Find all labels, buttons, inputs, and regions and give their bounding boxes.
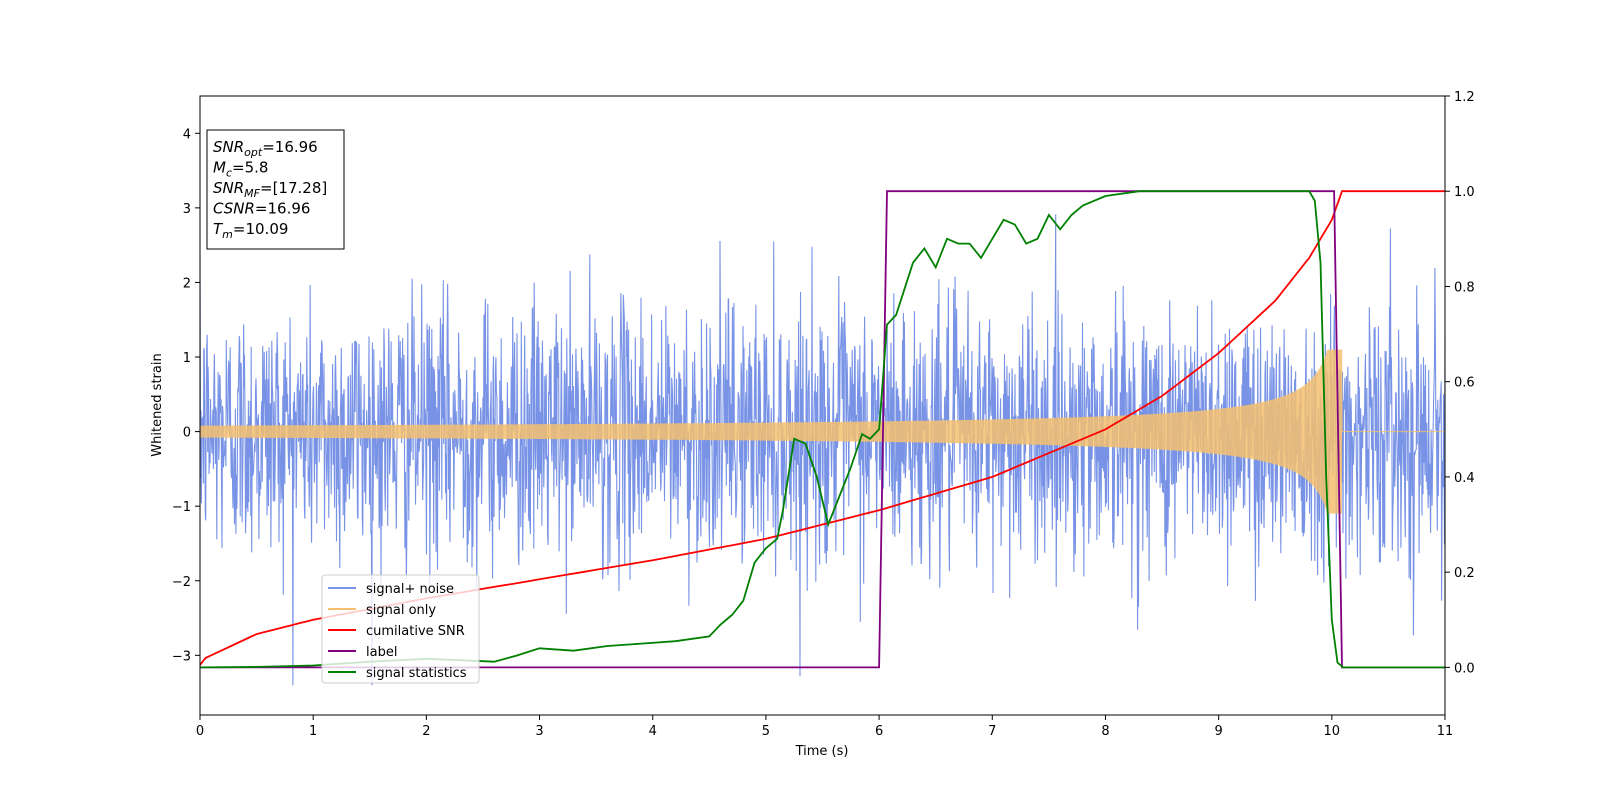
y-tick-label: 4	[183, 127, 191, 142]
x-axis: 0 1 2 3 4 5 6 7 8 9 10 11	[196, 715, 1453, 739]
x-tick-label: 3	[535, 724, 543, 739]
info-line: Mc=5.8	[213, 159, 268, 180]
series-cumulative-snr	[200, 190, 1445, 666]
legend-frame	[321, 574, 480, 684]
x-tick-label: 2	[422, 724, 430, 739]
x-tick-label: 0	[196, 724, 204, 739]
x-tick-label: 10	[1324, 724, 1341, 739]
legend-label: label	[366, 645, 397, 660]
x-tick-label: 11	[1437, 724, 1454, 739]
y-tick-label: −1	[172, 500, 191, 515]
x-tick-label: 9	[1214, 724, 1222, 739]
info-line: SNRMF=[17.28]	[213, 179, 327, 200]
plot-frame	[199, 95, 1446, 716]
legend-label: cumilative SNR	[366, 624, 465, 639]
x-tick-label: 6	[875, 724, 883, 739]
info-annotation-box: SNRopt=16.96Mc=5.8SNRMF=[17.28]CSNR=16.9…	[206, 129, 345, 250]
y2-tick-label: 0.4	[1454, 471, 1475, 486]
series-signal-statistics	[200, 190, 1445, 669]
y-tick-label: 1	[183, 351, 191, 366]
x-tick-label: 1	[309, 724, 317, 739]
plot-series-group	[200, 190, 1445, 686]
legend-label: signal statistics	[366, 666, 467, 681]
info-box-frame	[206, 129, 345, 250]
y-tick-label: −3	[172, 649, 191, 664]
y2-tick-label: 0.2	[1454, 566, 1475, 581]
y-tick-label: 3	[183, 202, 191, 217]
y-tick-label: −2	[172, 575, 191, 590]
x-axis-label: Time (s)	[795, 744, 849, 759]
y-axis-left: −3 −2 −1 0 1 2 3 4	[172, 127, 200, 664]
legend-label: signal+ noise	[366, 582, 454, 597]
y2-tick-label: 0.6	[1454, 376, 1475, 391]
info-line: CSNR=16.96	[213, 200, 310, 218]
y2-tick-label: 0.0	[1454, 661, 1475, 676]
x-tick-label: 8	[1101, 724, 1109, 739]
info-line: Tm=10.09	[213, 220, 288, 241]
legend: signal+ noise signal only cumilative SNR la…	[321, 574, 480, 684]
legend-label: signal only	[366, 603, 436, 618]
x-tick-label: 5	[762, 724, 770, 739]
y2-tick-label: 1.0	[1454, 185, 1475, 200]
y2-tick-label: 1.2	[1454, 90, 1475, 105]
y-tick-label: 0	[183, 426, 191, 441]
y-tick-label: 2	[183, 276, 191, 291]
info-line: SNRopt=16.96	[213, 138, 318, 159]
x-tick-label: 7	[988, 724, 996, 739]
y-axis-label: Whitened strain	[150, 353, 165, 456]
y2-tick-label: 0.8	[1454, 280, 1475, 295]
series-signal-only	[200, 349, 1445, 514]
x-tick-label: 4	[649, 724, 657, 739]
y-axis-right: 0.0 0.2 0.4 0.6 0.8 1.0 1.2	[1445, 90, 1475, 676]
